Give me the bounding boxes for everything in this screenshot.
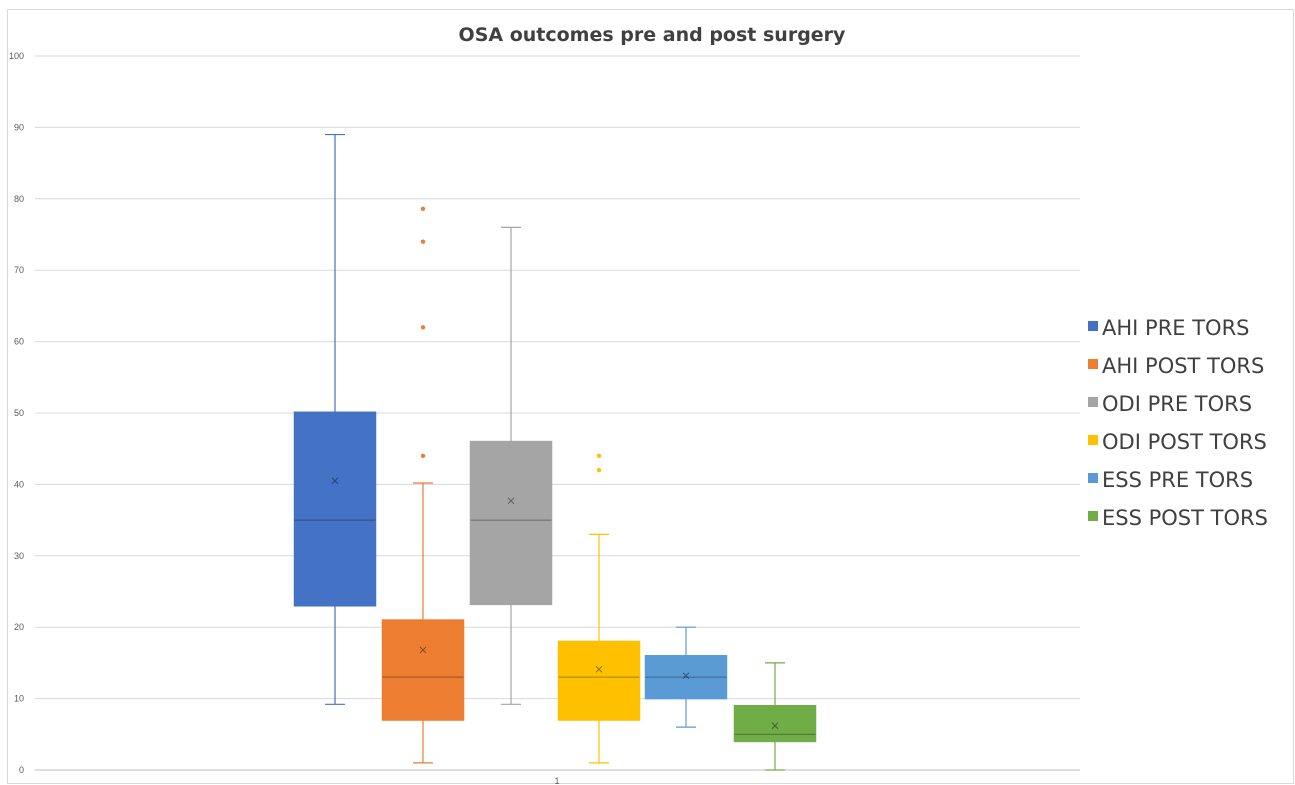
- legend-item: ODI PRE TORS: [1088, 392, 1252, 416]
- y-tick-label: 0: [19, 765, 24, 775]
- y-tick-label: 90: [14, 122, 24, 132]
- outlier-point: [596, 453, 602, 459]
- box-iqr: [557, 640, 641, 721]
- legend-label: ESS PRE TORS: [1102, 468, 1253, 492]
- y-tick-label: 100: [9, 51, 24, 61]
- y-tick-label: 60: [14, 337, 24, 347]
- mean-marker: [419, 646, 427, 654]
- legend-swatch: [1088, 511, 1098, 521]
- legend-label: AHI PRE TORS: [1102, 316, 1250, 340]
- y-tick-label: 30: [14, 551, 24, 561]
- box-plot-ahi-post-tors: [381, 206, 465, 764]
- outlier-point: [420, 325, 426, 330]
- box-plots: [293, 133, 817, 771]
- box-plot-odi-post-tors: [557, 453, 641, 764]
- box-iqr: [469, 440, 553, 606]
- legend-label: ESS POST TORS: [1102, 506, 1268, 530]
- box-iqr: [293, 411, 377, 607]
- mean-marker: [595, 665, 603, 673]
- mean-marker: [331, 477, 339, 485]
- y-tick-label: 10: [14, 694, 24, 704]
- legend: AHI PRE TORS AHI POST TORS ODI PRE TORS ODI…: [1088, 316, 1268, 530]
- legend-swatch: [1088, 397, 1098, 407]
- mean-marker: [682, 672, 690, 680]
- box-iqr: [733, 704, 817, 743]
- legend-swatch: [1088, 435, 1098, 445]
- legend-label: AHI POST TORS: [1102, 354, 1264, 378]
- box-plot-ahi-pre-tors: [293, 133, 377, 705]
- y-tick-label: 20: [14, 622, 24, 632]
- chart-canvas: OSA outcomes pre and post surgery 0 10 20 3…: [9, 24, 1268, 785]
- legend-item: AHI PRE TORS: [1088, 316, 1250, 340]
- legend-item: AHI POST TORS: [1088, 354, 1264, 378]
- legend-item: ODI POST TORS: [1088, 430, 1267, 454]
- legend-label: ODI POST TORS: [1102, 430, 1267, 454]
- box-plot-ess-pre-tors: [644, 626, 728, 728]
- x-tick-label: 1: [554, 776, 559, 785]
- legend-swatch: [1088, 321, 1098, 331]
- chart-title: OSA outcomes pre and post surgery: [459, 24, 846, 46]
- grid-lines: [35, 55, 1080, 771]
- y-tick-label: 70: [14, 265, 24, 275]
- box-plot-odi-pre-tors: [469, 226, 553, 705]
- outlier-point: [420, 453, 426, 459]
- outlier-point: [420, 206, 426, 211]
- legend-swatch: [1088, 359, 1098, 369]
- legend-label: ODI PRE TORS: [1102, 392, 1252, 416]
- outlier-point: [596, 467, 602, 473]
- box-plot-ess-post-tors: [733, 662, 817, 771]
- mean-marker: [507, 497, 515, 505]
- legend-item: ESS PRE TORS: [1088, 468, 1253, 492]
- y-axis-tick-labels: 0 10 20 30 40 50 60 70 80 90 100: [9, 51, 24, 775]
- y-tick-label: 40: [14, 479, 24, 489]
- box-iqr: [644, 655, 728, 700]
- y-tick-label: 80: [14, 194, 24, 204]
- box-iqr: [381, 619, 465, 721]
- chart-frame: OSA outcomes pre and post surgery 0 10 20 3…: [7, 9, 1294, 785]
- y-tick-label: 50: [14, 408, 24, 418]
- legend-swatch: [1088, 473, 1098, 483]
- legend-item: ESS POST TORS: [1088, 506, 1268, 530]
- mean-marker: [771, 722, 779, 730]
- x-axis-tick-labels: 1: [554, 776, 559, 785]
- outlier-point: [420, 239, 426, 244]
